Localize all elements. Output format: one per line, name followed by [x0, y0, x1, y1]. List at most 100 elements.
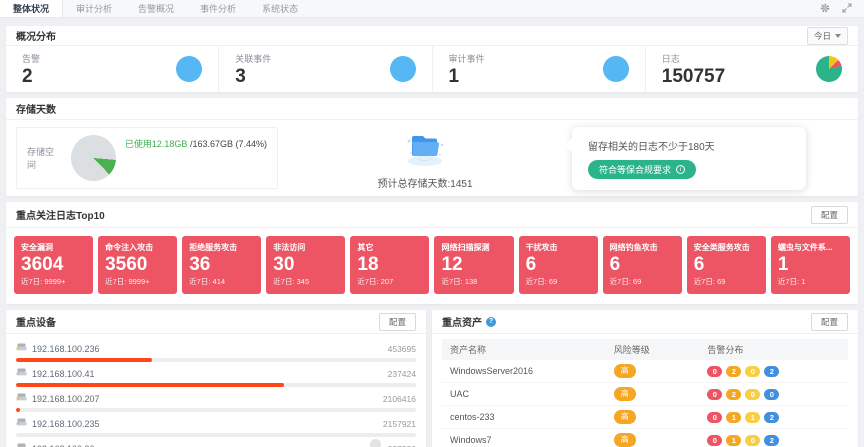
compliance-badge-label: 符合等保合规要求: [599, 164, 672, 175]
alert-badge-medium: 0: [745, 388, 761, 400]
log-card-title: 蠕虫与文件系...: [777, 243, 833, 252]
log-card[interactable]: 非法访问 30 近7日: 345: [266, 236, 346, 294]
alert-badge-low: 2: [764, 411, 780, 423]
device-row[interactable]: 192.168.100.26 837320: [16, 437, 416, 447]
key-assets-title: 重点资产: [442, 318, 482, 329]
device-ip: 192.168.100.207: [32, 393, 100, 404]
device-row[interactable]: 192.168.100.235 2157921: [16, 412, 416, 437]
alert-badge-low: 2: [764, 434, 780, 446]
device-bar-fill: [16, 383, 284, 387]
audit-circle-chart: [602, 56, 629, 82]
recent-value: 9999+: [44, 277, 66, 286]
device-row[interactable]: 192.168.100.207 2106416: [16, 387, 416, 412]
device-bar-fill: [16, 358, 152, 362]
alert-badge-high: 1: [726, 411, 742, 423]
recent-value: 9999+: [128, 277, 150, 286]
log-card[interactable]: 拒绝服务攻击 36 近7日: 414: [182, 236, 262, 294]
date-range-dropdown[interactable]: 今日: [806, 26, 848, 45]
stat-alerts[interactable]: 告警 2: [6, 46, 220, 92]
log-card-value: 6: [525, 254, 537, 275]
recent-prefix: 近7日:: [525, 277, 547, 286]
asset-row[interactable]: centos-233 高 0 1 1 2: [442, 406, 848, 429]
stat-value: 1: [448, 65, 460, 87]
tab-system-status[interactable]: 系统状态: [262, 4, 299, 14]
log-card-value: 36: [189, 254, 211, 275]
device-ip: 192.168.100.41: [32, 368, 95, 379]
stat-audit-events[interactable]: 审计事件 1: [433, 46, 646, 92]
device-bar-fill: [16, 408, 20, 412]
recent-value: 69: [548, 277, 558, 286]
gear-icon[interactable]: [820, 0, 830, 18]
storage-used-text: 已使用12.18GB: [124, 139, 188, 149]
alert-badge-critical: 0: [707, 388, 723, 400]
top-logs-config-button[interactable]: 配置: [810, 205, 848, 224]
stat-correlated-events[interactable]: 关联事件 3: [219, 46, 433, 92]
log-card[interactable]: 安全漏洞 3604 近7日: 9999+: [14, 236, 94, 294]
storage-total-text: /163.67GB (7.44%): [189, 139, 267, 149]
log-card[interactable]: 干扰攻击 6 近7日: 69: [518, 236, 598, 294]
recent-value: 207: [380, 277, 394, 286]
compliance-badge-button[interactable]: 符合等保合规要求 i: [588, 159, 697, 179]
column-risk-level: 风险等级: [613, 345, 650, 355]
log-card-title: 网络扫描探测: [441, 243, 490, 252]
recent-prefix: 近7日:: [21, 277, 43, 286]
log-card-value: 1: [777, 254, 789, 275]
log-card[interactable]: 蠕虫与文件系... 1 近7日: 1: [770, 236, 850, 294]
tab-alert-overview[interactable]: 告警概况: [138, 4, 175, 14]
storage-section: 存储天数 存储空间 已使用12.18GB /163.67GB (7.44%): [6, 98, 858, 196]
top-logs-section: 重点关注日志Top10 配置 安全漏洞 3604 近7日: 9999+ 命令注入…: [6, 202, 858, 304]
events-circle-chart: [389, 56, 416, 82]
overview-section: 概况分布 今日 告警 2 关联事件 3: [6, 26, 858, 92]
info-icon: i: [676, 164, 686, 174]
tab-event-analysis[interactable]: 事件分析: [200, 4, 237, 14]
log-card[interactable]: 网络钓鱼攻击 6 近7日: 69: [602, 236, 682, 294]
device-bar-track: [16, 383, 416, 387]
devices-config-button[interactable]: 配置: [378, 312, 416, 331]
alert-badge-critical: 0: [707, 411, 723, 423]
log-card-value: 6: [693, 254, 705, 275]
risk-badge: 高: [613, 433, 636, 447]
help-icon[interactable]: ?: [486, 316, 496, 327]
storage-pie-chart: [71, 135, 116, 181]
device-count: 453695: [387, 343, 416, 354]
log-card-title: 安全类服务攻击: [693, 243, 750, 252]
asset-row[interactable]: WindowsServer2016 高 0 2 0 2: [442, 360, 848, 383]
device-count: 2106416: [382, 393, 416, 404]
assets-config-button[interactable]: 配置: [810, 312, 848, 331]
alert-badge-high: 2: [726, 365, 742, 377]
top-logs-title: 重点关注日志Top10: [16, 211, 105, 222]
recent-prefix: 近7日:: [357, 277, 379, 286]
device-ip: 192.168.100.235: [32, 418, 100, 429]
asset-row[interactable]: Windows7 高 0 1 0 2: [442, 429, 848, 447]
device-bar-track: [16, 433, 416, 437]
key-devices-section: 重点设备 配置 192.168.100.236 453695 192.168.1…: [6, 310, 426, 447]
alert-badge-critical: 0: [707, 434, 723, 446]
asset-row[interactable]: UAC 高 0 2 0 0: [442, 383, 848, 406]
stat-value: 3: [235, 65, 246, 87]
risk-badge: 高: [613, 364, 636, 378]
stat-value: 2: [22, 65, 33, 87]
stat-logs[interactable]: 日志 150757: [646, 46, 858, 92]
recent-value: 138: [464, 277, 478, 286]
log-card[interactable]: 网络扫描探测 12 近7日: 138: [434, 236, 514, 294]
expand-icon[interactable]: [842, 0, 852, 18]
storage-title: 存储天数: [16, 105, 56, 116]
recent-prefix: 近7日:: [441, 277, 463, 286]
assets-table: 资产名称 风险等级 告警分布 WindowsServer2016 高 0 2 0…: [442, 339, 848, 447]
device-row[interactable]: 192.168.100.236 453695: [16, 337, 416, 362]
tab-overall-status[interactable]: 整体状况: [0, 0, 64, 17]
log-card-title: 网络钓鱼攻击: [609, 243, 658, 252]
log-card[interactable]: 其它 18 近7日: 207: [350, 236, 430, 294]
device-icon: [16, 343, 27, 354]
device-row[interactable]: 192.168.100.41 237424: [16, 362, 416, 387]
log-card-value: 18: [357, 254, 379, 275]
log-card[interactable]: 命令注入攻击 3560 近7日: 9999+: [98, 236, 178, 294]
device-ip: 192.168.100.236: [32, 343, 100, 354]
alerts-circle-chart: [176, 56, 203, 82]
stat-label: 关联事件: [235, 53, 272, 64]
tab-audit-analysis[interactable]: 审计分析: [76, 4, 113, 14]
date-range-value: 今日: [813, 30, 831, 41]
log-card-value: 6: [609, 254, 621, 275]
log-card[interactable]: 安全类服务攻击 6 近7日: 69: [686, 236, 766, 294]
logs-pie-chart: [816, 56, 842, 82]
